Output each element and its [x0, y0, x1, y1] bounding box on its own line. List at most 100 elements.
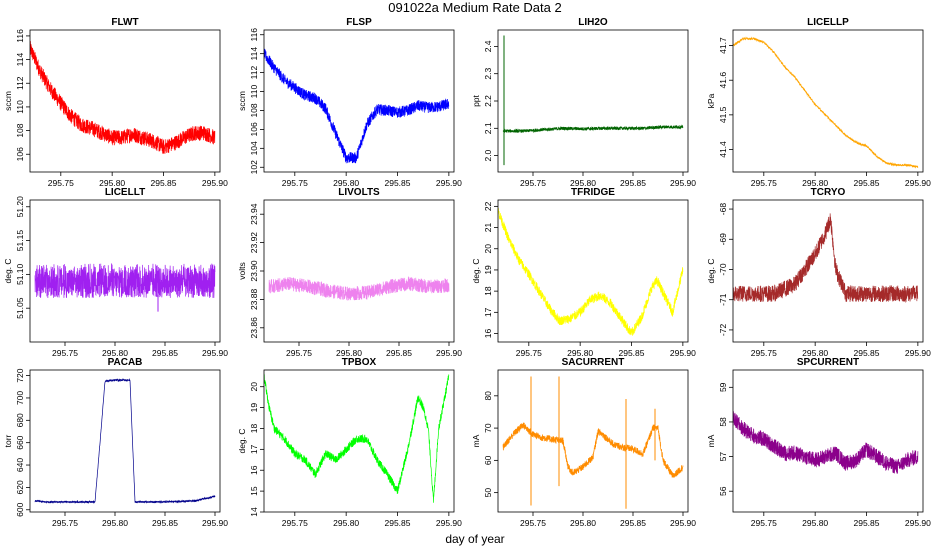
panel-livolts: LIVOLTS 295.75 295.80 295.85 295.90 23.86 23.8…: [237, 187, 462, 358]
panel-title: PACAB: [108, 357, 143, 368]
y-tick-label: 108: [15, 123, 25, 137]
y-tick-label: 56: [718, 486, 728, 496]
figure-title: 091022a Medium Rate Data 2: [388, 0, 561, 15]
data-line: [264, 373, 450, 503]
x-tick-label: 295.75: [520, 178, 546, 188]
x-tick-label: 295.90: [905, 178, 931, 188]
series-tcryo: [733, 213, 919, 303]
x-tick-label: 295.85: [619, 348, 645, 358]
x-tick-label: 295.85: [386, 348, 412, 358]
y-tick-label: 14: [249, 507, 259, 517]
y-tick-label: 19: [249, 403, 259, 413]
x-tick-label: 295.75: [48, 178, 74, 188]
panel-spcurrent: SPCURRENT 295.75 295.80 295.85 295.90 56 57 58 5…: [706, 357, 931, 528]
plot-frame: [29, 29, 221, 173]
y-tick-label: 18: [483, 286, 493, 296]
series-flwt: [30, 41, 216, 154]
y-tick-label: 720: [15, 368, 25, 382]
x-tick-label: 295.90: [436, 178, 462, 188]
y-axis-label: mA: [471, 434, 481, 447]
panel-sacurrent: SACURRENT 295.75 295.80 295.85 295.90 50 60 70 8…: [471, 357, 696, 528]
data-line: [733, 36, 919, 169]
y-tick-label: 60: [483, 455, 493, 465]
y-tick-label: 2.2: [483, 95, 493, 107]
y-tick-label: 58: [718, 417, 728, 427]
series-tfridge: [498, 208, 684, 336]
y-tick-label: 102: [249, 160, 259, 174]
y-tick-label: 23.90: [249, 260, 259, 282]
x-tick-label: 295.75: [286, 348, 312, 358]
panels: FLWT 295.75 295.80 295.85 295.90 106 108 110 112…: [3, 17, 931, 528]
plot-frame: [732, 199, 924, 343]
y-tick-label: 41.5: [718, 106, 728, 123]
x-tick-label: 295.90: [670, 348, 696, 358]
x-tick-label: 295.85: [385, 178, 411, 188]
x-tick-label: 295.75: [751, 348, 777, 358]
y-tick-label: 112: [15, 76, 25, 90]
y-tick-label: 2.3: [483, 68, 493, 80]
x-tick-label: 295.85: [152, 518, 178, 528]
y-tick-label: 108: [249, 103, 259, 117]
series-tpbox: [264, 373, 450, 503]
figure-xlabel: day of year: [445, 532, 504, 546]
y-tick-label: 660: [15, 435, 25, 449]
x-tick-label: 295.80: [802, 518, 828, 528]
y-tick-label: 106: [249, 122, 259, 136]
x-tick-label: 295.85: [620, 518, 646, 528]
x-tick-label: 295.75: [282, 178, 308, 188]
x-tick-label: 295.90: [436, 518, 462, 528]
panel-title: TPBOX: [342, 357, 377, 368]
x-tick-label: 295.80: [333, 518, 359, 528]
y-tick-label: 57: [718, 452, 728, 462]
y-tick-label: 23.86: [249, 317, 259, 339]
y-tick-label: 51.10: [15, 263, 25, 285]
y-tick-label: 640: [15, 458, 25, 472]
panel-flwt: FLWT 295.75 295.80 295.85 295.90 106 108 110 112…: [3, 17, 228, 188]
x-tick-label: 295.90: [905, 518, 931, 528]
x-tick-label: 295.90: [202, 518, 228, 528]
x-tick-label: 295.90: [202, 178, 228, 188]
x-tick-label: 295.85: [151, 178, 177, 188]
y-tick-label: -70: [718, 263, 728, 276]
y-tick-label: 114: [15, 53, 25, 67]
plot-frame: [29, 199, 221, 343]
x-tick-label: 295.80: [336, 348, 362, 358]
y-tick-label: 112: [249, 66, 259, 80]
y-tick-label: 2.1: [483, 122, 493, 134]
panel-title: LIVOLTS: [338, 187, 380, 198]
y-tick-label: 51.15: [15, 230, 25, 252]
series-licellp: [733, 36, 919, 169]
x-tick-label: 295.85: [385, 518, 411, 528]
panel-title: LICELLT: [105, 187, 145, 198]
y-tick-label: -72: [718, 324, 728, 337]
x-tick-label: 295.90: [436, 348, 462, 358]
y-tick-label: 106: [15, 147, 25, 161]
y-tick-label: 2.4: [483, 40, 493, 52]
y-tick-label: 700: [15, 391, 25, 405]
x-tick-label: 295.90: [905, 348, 931, 358]
panel-pacab: PACAB 295.75 295.80 295.85 295.90 600 620 640 66…: [3, 357, 228, 528]
plot-frame: [263, 29, 455, 173]
series-lih2o: [502, 35, 684, 166]
panel-tfridge: TFRIDGE 295.75 295.80 295.85 295.90 16 17 18 19 2…: [471, 187, 696, 358]
plot-frame: [497, 29, 689, 173]
data-line: [264, 48, 450, 164]
x-tick-label: 295.85: [854, 178, 880, 188]
series-sacurrent: [502, 376, 684, 509]
y-tick-label: 17: [483, 307, 493, 317]
series-pacab: [34, 378, 216, 504]
data-line: [502, 124, 684, 134]
y-axis-label: ppt: [471, 94, 481, 106]
x-tick-label: 295.80: [570, 178, 596, 188]
x-tick-label: 295.85: [152, 348, 178, 358]
y-axis-label: deg. C: [3, 258, 13, 283]
series-livolts: [268, 276, 450, 301]
y-tick-label: 116: [15, 29, 25, 43]
y-tick-label: 104: [249, 141, 259, 155]
y-tick-label: 116: [249, 28, 259, 42]
x-tick-label: 295.80: [102, 348, 128, 358]
y-tick-label: -71: [718, 293, 728, 306]
y-tick-label: 41.7: [718, 37, 728, 54]
x-tick-label: 295.75: [516, 348, 542, 358]
